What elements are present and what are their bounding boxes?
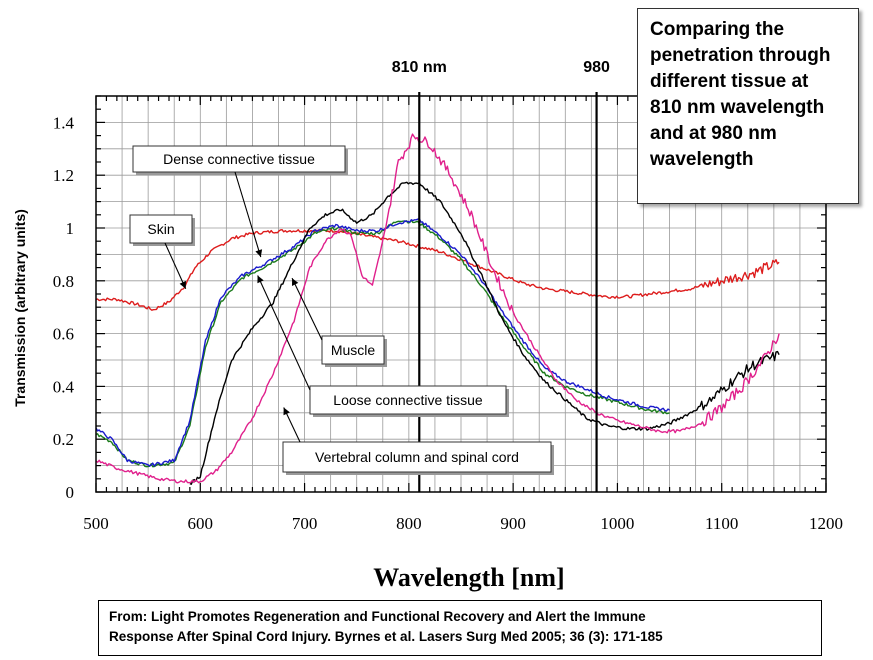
annotation-label: Dense connective tissue <box>163 151 315 167</box>
y-axis-label: Transmission (arbitrary units) <box>12 209 28 407</box>
citation-line: From: Light Promotes Regeneration and Fu… <box>109 609 646 624</box>
annotation-pointer <box>257 275 311 391</box>
annotation-pointer <box>291 277 323 341</box>
x-tick-label: 1100 <box>705 514 738 533</box>
vertical-marker-label: 980 <box>583 59 610 76</box>
series-line <box>95 219 670 468</box>
y-tick-label: 0 <box>66 483 75 502</box>
annotation-arrowhead <box>179 280 186 289</box>
y-tick-label: 1 <box>66 219 75 238</box>
title-line: Comparing the <box>650 19 785 40</box>
title-line: penetration through <box>650 45 831 66</box>
x-tick-label: 700 <box>292 514 318 533</box>
citation-line: Response After Spinal Cord Injury. Byrne… <box>109 629 663 644</box>
annotation-box <box>282 441 552 473</box>
vertical-marker-label: 810 nm <box>392 59 447 76</box>
title-line: 810 nm wavelength <box>650 97 825 118</box>
title-line: and at 980 nm <box>650 123 777 144</box>
annotation-vertebral: Vertebral column and spinal cord <box>282 407 554 475</box>
chart: 810 nm 980 500 600 700 800 900 1000 1100 1200 0 0.… <box>12 59 843 592</box>
annotation-loose: Loose connective tissue <box>257 275 509 417</box>
series-line <box>95 228 780 311</box>
x-tick-label: 900 <box>500 514 526 533</box>
annotation-arrowhead <box>292 278 299 286</box>
annotation-skin: Skin <box>129 214 195 289</box>
x-tick-label: 500 <box>83 514 109 533</box>
title-line: different tissue at <box>650 71 809 92</box>
annotation-dense: Dense connective tissue <box>132 145 348 258</box>
annotation-label: Skin <box>147 221 174 237</box>
annotation-pointer <box>164 242 187 289</box>
annotation-box <box>132 145 346 173</box>
annotation-pointer <box>234 171 262 258</box>
title-line: wavelength <box>650 149 754 170</box>
citation-box: From: Light Promotes Regeneration and Fu… <box>98 600 822 656</box>
series-layer <box>95 133 780 485</box>
annotations: Skin Dense connective tissue Muscle Loose c… <box>129 145 554 475</box>
title-box: Comparing the penetration through differ… <box>637 8 859 204</box>
x-axis-label: Wavelength [nm] <box>373 563 564 592</box>
annotation-label: Loose connective tissue <box>333 392 483 408</box>
x-tick-label: 600 <box>188 514 214 533</box>
annotation-box <box>129 214 193 244</box>
y-tick-label: 1.2 <box>53 166 74 185</box>
annotation-arrowhead <box>257 275 264 284</box>
y-tick-label: 0.4 <box>53 377 75 396</box>
vertical-markers: 810 nm 980 <box>392 59 610 492</box>
x-tick-label: 1000 <box>600 514 634 533</box>
annotation-box <box>309 385 507 415</box>
y-tick-label: 0.8 <box>53 272 74 291</box>
annotation-label: Muscle <box>331 342 376 358</box>
series-line <box>189 181 780 485</box>
annotation-box <box>321 335 385 365</box>
y-tick-label: 0.6 <box>53 325 74 344</box>
annotation-label: Vertebral column and spinal cord <box>315 449 519 465</box>
x-tick-label: 800 <box>396 514 422 533</box>
series-line <box>95 217 670 467</box>
y-tick-label: 1.4 <box>53 113 75 132</box>
annotation-muscle: Muscle <box>291 277 387 367</box>
axis-ticks: 500 600 700 800 900 1000 1100 1200 0 0.2 0.4 0.6 0.8… <box>53 95 843 533</box>
annotation-arrowhead <box>283 407 290 416</box>
x-tick-label: 1200 <box>809 514 843 533</box>
y-tick-label: 0.2 <box>53 430 74 449</box>
annotation-arrowhead <box>255 249 263 257</box>
series-line <box>95 133 780 484</box>
